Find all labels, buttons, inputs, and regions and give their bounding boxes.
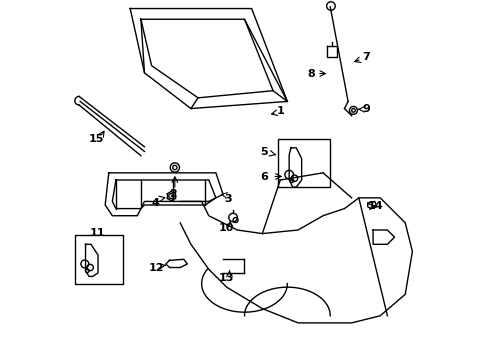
- Text: 3: 3: [224, 194, 232, 203]
- Text: 8: 8: [307, 68, 315, 78]
- Text: 11: 11: [89, 228, 105, 238]
- Text: 15: 15: [89, 134, 104, 144]
- Text: 10: 10: [219, 223, 234, 233]
- Text: 13: 13: [219, 273, 234, 283]
- Text: 2: 2: [169, 189, 177, 199]
- Text: 6: 6: [260, 172, 267, 182]
- Text: 9: 9: [361, 104, 369, 114]
- Text: 4: 4: [152, 198, 160, 208]
- Text: 5: 5: [260, 147, 267, 157]
- Text: 7: 7: [361, 53, 369, 63]
- Text: 1: 1: [276, 107, 284, 116]
- Bar: [75, 235, 123, 284]
- Text: 12: 12: [148, 263, 163, 273]
- Text: 14: 14: [367, 202, 383, 211]
- Bar: [278, 139, 329, 187]
